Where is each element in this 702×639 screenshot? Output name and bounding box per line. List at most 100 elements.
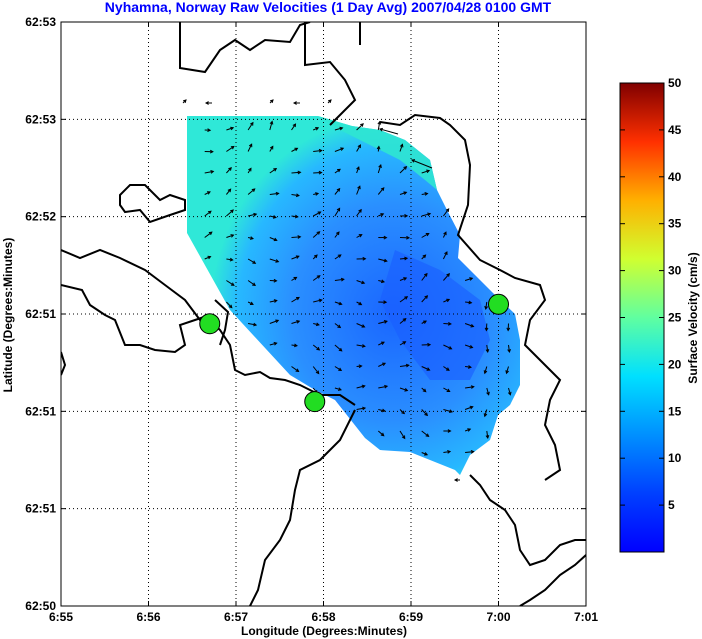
velocity-arrow	[378, 341, 385, 346]
velocity-arrowhead	[338, 301, 343, 306]
velocity-arrowhead	[252, 260, 257, 264]
velocity-arrowhead	[248, 167, 252, 172]
velocity-arrowhead	[360, 123, 364, 127]
velocity-arrowhead	[424, 452, 429, 456]
velocity-arrowhead	[423, 320, 428, 324]
velocity-arrowhead	[249, 301, 254, 306]
velocity-arrowhead	[403, 191, 408, 195]
velocity-arrowhead	[469, 405, 474, 410]
velocity-arrowhead	[447, 449, 452, 454]
velocity-arrow	[334, 231, 340, 238]
velocity-arrowhead	[207, 210, 212, 215]
velocity-arrowhead	[339, 126, 344, 131]
velocity-arrow	[484, 409, 488, 417]
velocity-arrow	[313, 299, 322, 303]
velocity-arrow	[356, 280, 365, 284]
velocity-arrow	[291, 123, 296, 131]
velocity-arrow	[464, 277, 473, 281]
velocity-arrow	[269, 121, 273, 131]
velocity-arrowhead	[228, 166, 232, 171]
velocity-arrowhead	[295, 255, 300, 259]
chart-title: Nyhamna, Norway Raw Velocities (1 Day Av…	[105, 0, 552, 15]
velocity-arrowhead	[292, 101, 297, 105]
velocity-arrow	[247, 188, 256, 195]
colorbar-tick-label: 50	[668, 76, 682, 90]
velocity-arrow	[464, 323, 474, 327]
velocity-arrowhead	[404, 388, 409, 392]
velocity-arrowhead	[361, 344, 366, 348]
y-tick-label: 62:51	[25, 307, 56, 321]
velocity-arrowhead	[453, 478, 458, 482]
velocity-arrowhead	[275, 191, 280, 196]
velocity-arrowhead	[469, 345, 474, 349]
velocity-arrow	[226, 188, 232, 195]
velocity-arrow	[334, 168, 341, 174]
velocity-arrow	[291, 366, 299, 372]
velocity-arrow	[442, 251, 448, 260]
velocity-arrowhead	[404, 256, 409, 261]
velocity-arrowhead	[295, 296, 300, 301]
velocity-arrow	[247, 258, 256, 264]
velocity-arrowhead	[316, 346, 321, 351]
velocity-arrow	[226, 127, 234, 131]
velocity-arrowhead	[297, 170, 302, 175]
velocity-arrow	[421, 233, 430, 238]
velocity-arrowhead	[424, 192, 429, 196]
velocity-arrowhead	[336, 231, 340, 236]
y-tick-label: 62:52	[25, 210, 56, 224]
velocity-arrowhead	[228, 304, 233, 309]
velocity-arrow	[378, 320, 388, 324]
velocity-arrowhead	[445, 367, 450, 371]
velocity-arrow	[269, 300, 277, 303]
velocity-arrowhead	[273, 278, 278, 283]
stations	[199, 293, 509, 413]
velocity-arrow	[508, 387, 511, 395]
velocity-arrow	[421, 213, 431, 217]
velocity-arrowhead	[249, 236, 254, 240]
velocity-arrowhead	[340, 147, 345, 151]
velocity-arrowhead	[340, 277, 345, 282]
velocity-arrow	[486, 430, 489, 439]
velocity-arrowhead	[470, 385, 475, 389]
velocity-arrow	[443, 409, 453, 413]
velocity-arrowhead	[378, 163, 382, 169]
velocity-arrow	[247, 280, 256, 286]
velocity-arrow	[377, 187, 385, 195]
velocity-arrow	[312, 366, 320, 374]
x-tick-label: 6:56	[136, 610, 160, 624]
velocity-arrowhead	[337, 324, 342, 329]
velocity-arrowhead	[411, 159, 416, 163]
velocity-arrow	[204, 210, 212, 217]
velocity-arrow	[313, 149, 322, 152]
velocity-arrowhead	[269, 120, 274, 125]
velocity-arrowhead	[315, 370, 320, 375]
velocity-arrow	[204, 231, 213, 238]
velocity-arrow	[291, 194, 299, 197]
colorbar-tick-label: 45	[668, 123, 682, 137]
velocity-arrow	[465, 301, 472, 304]
velocity-arrow	[269, 168, 277, 174]
velocity-arrowhead	[337, 168, 341, 173]
colorbar-ticks: 5 10 15 20 25 30 35 40 45 50	[620, 76, 682, 512]
velocity-arrow	[247, 122, 254, 131]
velocity-arrowhead	[358, 364, 363, 369]
y-axis-label: Latitude (Degrees:Minutes)	[1, 238, 15, 393]
velocity-arrowhead	[424, 295, 429, 299]
velocity-arrow	[485, 301, 488, 309]
velocity-field-high	[318, 116, 437, 190]
velocity-arrow	[312, 231, 320, 238]
x-axis-label: Longitude (Degrees:Minutes)	[241, 624, 407, 638]
velocity-arrow	[421, 170, 430, 174]
velocity-arrowhead	[358, 301, 363, 306]
velocity-arrowhead	[362, 256, 367, 261]
velocity-arrowhead	[253, 322, 258, 327]
velocity-arrow	[399, 296, 408, 303]
velocity-arrow	[443, 366, 450, 371]
velocity-arrowhead	[230, 209, 234, 214]
velocity-arrowhead	[358, 234, 363, 238]
velocity-arrowhead	[357, 185, 361, 190]
velocity-arrow	[291, 215, 298, 218]
velocity-arrowhead	[404, 214, 409, 218]
velocity-arrow	[247, 143, 253, 152]
velocity-arrowhead	[315, 127, 320, 131]
